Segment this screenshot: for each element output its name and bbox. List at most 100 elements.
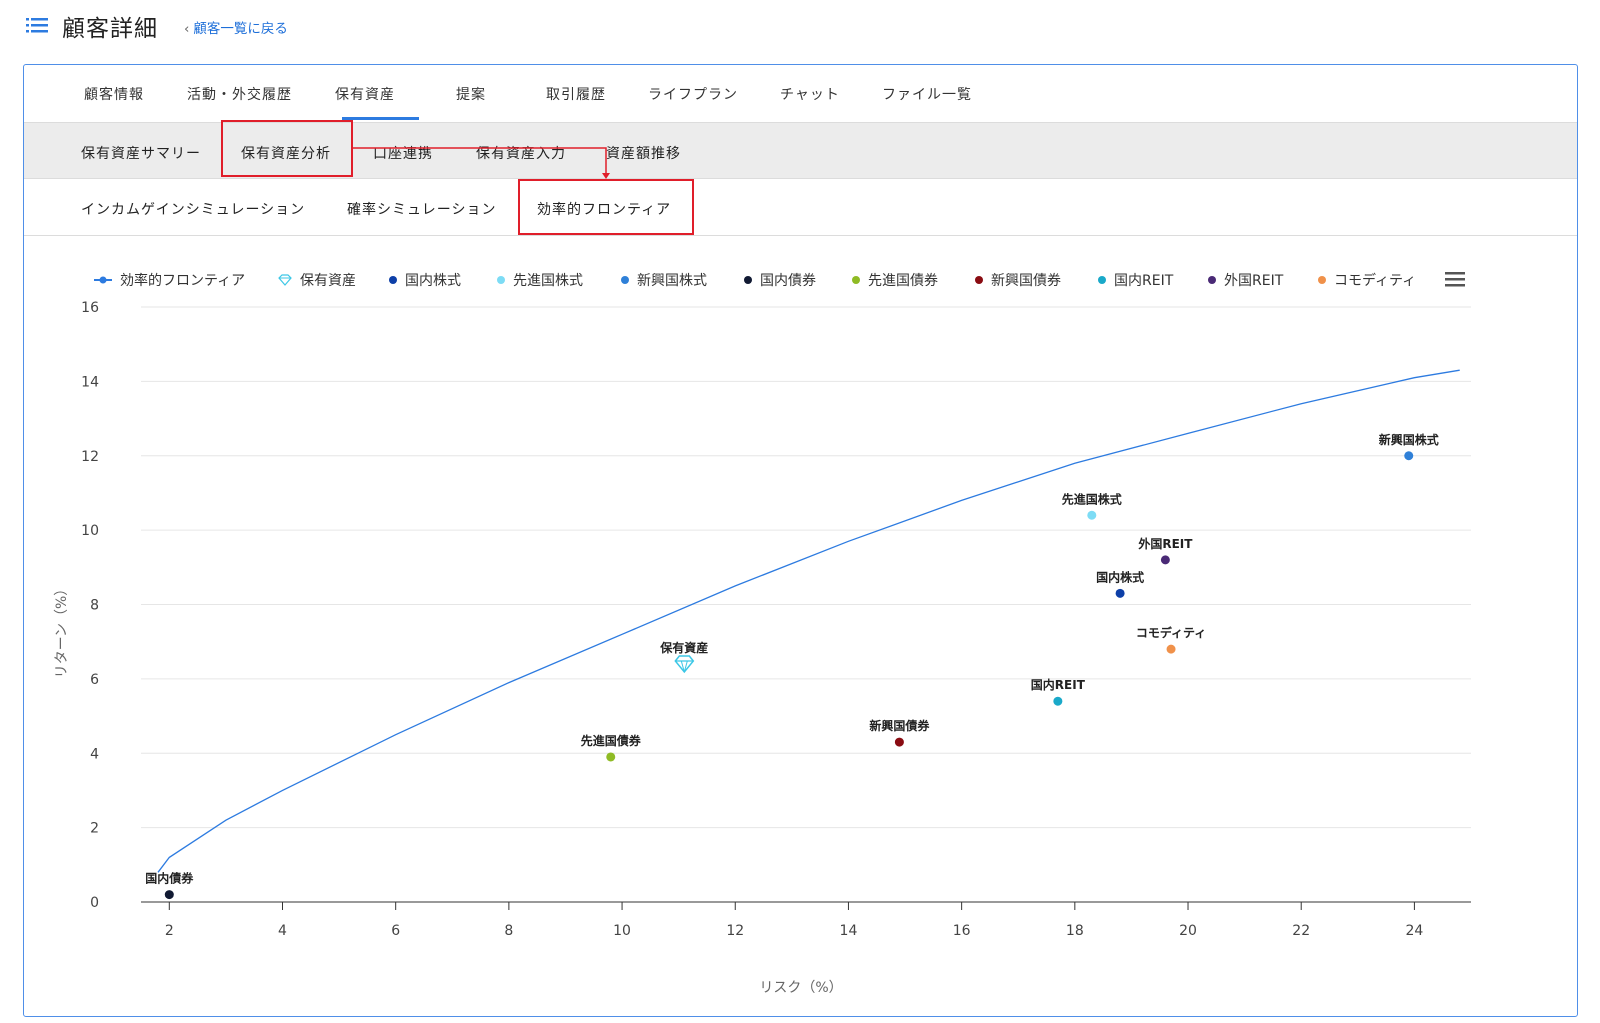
legend-label: 新興国債券	[991, 273, 1061, 289]
dot-marker-icon	[497, 276, 505, 284]
back-to-customer-list-link[interactable]: ‹ 顧客一覧に戻る	[184, 17, 288, 37]
dot-marker-icon	[621, 276, 629, 284]
legend-item-commodity[interactable]: コモディティ	[1318, 270, 1416, 290]
x-tick-label: 2	[165, 923, 174, 939]
x-axis-label: リスク（%）	[759, 980, 842, 996]
legend-item-developed-equity[interactable]: 先進国株式	[497, 270, 583, 290]
subtab-probability-simulation[interactable]: 確率シミュレーション	[347, 202, 497, 218]
data-label: 国内株式	[1096, 569, 1144, 584]
data-label: 先進国債券	[581, 733, 642, 748]
y-tick-label: 4	[90, 746, 99, 762]
dot-marker-icon	[1318, 276, 1326, 284]
customer-detail-card: 顧客情報 活動・外交履歴 保有資産 提案 取引履歴 ライフプラン チャット ファ…	[23, 64, 1578, 1017]
x-tick-label: 22	[1292, 923, 1310, 939]
x-tick-label: 18	[1066, 923, 1084, 939]
efficient-frontier-line	[157, 369, 1460, 873]
dot-marker-icon	[975, 276, 983, 284]
active-tab-indicator	[342, 117, 419, 120]
holdings-subtabs: 保有資産サマリー 保有資産分析 口座連携 保有資産入力 資産額推移	[24, 122, 1577, 179]
data-point	[1404, 451, 1414, 461]
page-title: 顧客詳細	[62, 16, 158, 42]
legend-label: 外国REIT	[1224, 273, 1284, 289]
dot-marker-icon	[1098, 276, 1106, 284]
x-tick-label: 8	[504, 923, 513, 939]
legend-label: 先進国株式	[513, 273, 583, 289]
legend-item-frontier[interactable]: 効率的フロンティア	[94, 270, 245, 290]
subtab-account-link[interactable]: 口座連携	[373, 146, 433, 162]
data-label: コモディティ	[1136, 625, 1206, 640]
diamond-facet	[680, 660, 685, 673]
legend-item-holdings[interactable]: 保有資産	[278, 270, 356, 290]
legend-label: 国内株式	[405, 273, 461, 289]
legend-label: 新興国株式	[637, 273, 707, 289]
data-point	[1115, 588, 1125, 598]
x-tick-label: 12	[726, 923, 744, 939]
legend-item-emerging-equity[interactable]: 新興国株式	[621, 270, 707, 290]
y-tick-label: 10	[81, 523, 99, 539]
y-tick-label: 2	[90, 821, 99, 837]
y-axis-label: リターン（%）	[54, 582, 70, 679]
analysis-subtabs: インカムゲインシミュレーション 確率シミュレーション 効率的フロンティア	[24, 179, 1577, 236]
data-point	[606, 752, 616, 762]
legend-label: 先進国債券	[868, 273, 938, 289]
x-tick-label: 6	[391, 923, 400, 939]
subtab-holdings-summary[interactable]: 保有資産サマリー	[81, 146, 201, 162]
data-point	[164, 890, 174, 900]
dot-marker-icon	[1208, 276, 1216, 284]
legend-item-domestic-bond[interactable]: 国内債券	[744, 270, 816, 290]
chart-grid	[141, 306, 1471, 829]
tab-file-list[interactable]: ファイル一覧	[882, 87, 972, 103]
y-tick-label: 16	[81, 300, 99, 316]
tab-chat[interactable]: チャット	[780, 87, 840, 103]
dot-marker-icon	[744, 276, 752, 284]
legend-label: 保有資産	[300, 273, 356, 289]
subtab-efficient-frontier[interactable]: 効率的フロンティア	[537, 202, 672, 218]
subtab-holdings-input[interactable]: 保有資産入力	[476, 146, 566, 162]
x-tick-label: 4	[278, 923, 287, 939]
chart-legend: 効率的フロンティア 保有資産 国内株式 先進国株式 新興国株式 国内債券 先進国…	[94, 270, 1464, 292]
data-label: 保有資産	[659, 640, 708, 655]
subtab-income-gain-simulation[interactable]: インカムゲインシミュレーション	[81, 202, 306, 218]
data-label: 新興国債券	[869, 718, 930, 733]
diamond-icon	[278, 274, 292, 286]
chart-menu-icon[interactable]	[1444, 270, 1466, 288]
page-header: 顧客詳細 ‹ 顧客一覧に戻る	[0, 0, 1600, 58]
tab-activity-history[interactable]: 活動・外交履歴	[187, 87, 292, 103]
tab-transaction-history[interactable]: 取引履歴	[546, 87, 606, 103]
data-point	[1087, 510, 1097, 520]
x-tick-label: 14	[840, 923, 858, 939]
data-point	[1053, 696, 1063, 706]
tab-customer-info[interactable]: 顧客情報	[84, 87, 144, 103]
data-label: 先進国株式	[1062, 491, 1122, 506]
subtab-asset-trend[interactable]: 資産額推移	[606, 146, 681, 162]
legend-item-emerging-bond[interactable]: 新興国債券	[975, 270, 1061, 290]
legend-item-domestic-reit[interactable]: 国内REIT	[1098, 270, 1173, 290]
y-tick-label: 6	[90, 672, 99, 688]
data-point	[1160, 555, 1170, 565]
tab-life-plan[interactable]: ライフプラン	[648, 87, 738, 103]
main-tabs: 顧客情報 活動・外交履歴 保有資産 提案 取引履歴 ライフプラン チャット ファ…	[24, 65, 1577, 122]
diamond-facet	[683, 660, 688, 673]
y-tick-label: 0	[90, 895, 99, 911]
dot-marker-icon	[852, 276, 860, 284]
holdings-diamond-marker	[674, 655, 695, 674]
y-tick-label: 8	[90, 598, 99, 614]
tab-holdings[interactable]: 保有資産	[335, 87, 395, 103]
data-label: 外国REIT	[1138, 536, 1193, 551]
legend-item-domestic-equity[interactable]: 国内株式	[389, 270, 461, 290]
line-marker-icon	[94, 276, 112, 284]
list-menu-icon[interactable]	[26, 16, 50, 34]
data-label: 国内債券	[145, 871, 194, 886]
x-tick-label: 16	[953, 923, 971, 939]
legend-item-developed-bond[interactable]: 先進国債券	[852, 270, 938, 290]
legend-label: 国内債券	[760, 273, 816, 289]
legend-item-foreign-reit[interactable]: 外国REIT	[1208, 270, 1283, 290]
data-point	[894, 737, 904, 747]
tab-proposal[interactable]: 提案	[456, 87, 486, 103]
data-point	[1166, 644, 1176, 654]
legend-label: コモディティ	[1334, 273, 1417, 289]
subtab-holdings-analysis[interactable]: 保有資産分析	[241, 146, 331, 162]
